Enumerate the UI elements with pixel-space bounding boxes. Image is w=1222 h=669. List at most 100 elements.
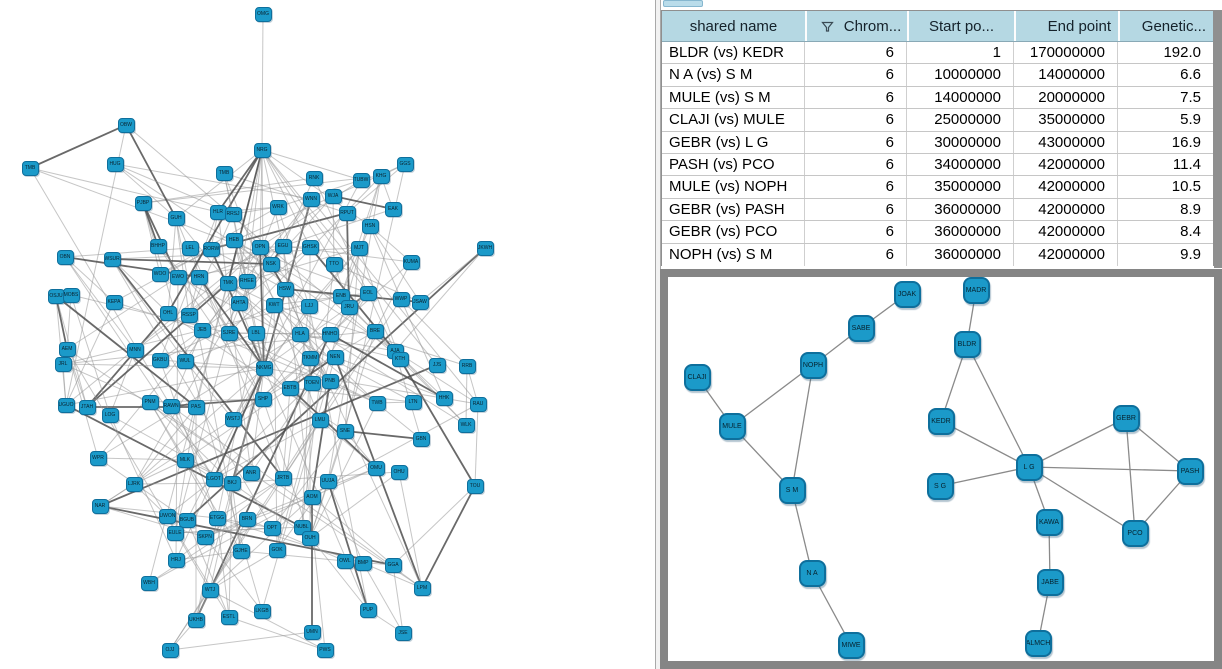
network-node-pco[interactable]: PCO [1121, 519, 1149, 547]
network-node[interactable]: NSK [262, 256, 280, 272]
network-node[interactable]: WOO [151, 266, 169, 282]
network-node[interactable]: OBW [117, 117, 135, 133]
network-node[interactable]: RRB [458, 358, 476, 374]
network-node[interactable]: MJT [350, 240, 368, 256]
network-node[interactable]: TMK [219, 275, 237, 291]
network-canvas-filtered[interactable]: JOAK SABE NOPH CLAJI MULE S M N A MIWE MADR BLDR K… [668, 277, 1214, 661]
network-node[interactable]: RAU [469, 396, 487, 412]
network-node[interactable]: RSSP [180, 307, 198, 323]
network-node[interactable]: AHTA [230, 295, 248, 311]
network-node[interactable]: KHG [372, 168, 390, 184]
filter-icon[interactable] [821, 20, 834, 33]
network-node[interactable]: TMB [215, 165, 233, 181]
network-node[interactable]: TOU [466, 478, 484, 494]
network-node[interactable]: JEB [193, 322, 211, 338]
network-node[interactable]: RHEE [238, 273, 256, 289]
h-scrollbar-thumb[interactable] [663, 0, 703, 7]
column-header-chrom-[interactable]: Chrom... [805, 11, 907, 41]
network-node[interactable]: KUMA [402, 254, 420, 270]
network-node[interactable]: UKHB [187, 612, 205, 628]
network-node[interactable]: MOBS [62, 287, 80, 303]
network-node[interactable]: HSW [276, 281, 294, 297]
network-node[interactable]: RPUT [338, 205, 356, 221]
network-node[interactable]: WPR [89, 450, 107, 466]
network-node[interactable]: LEL [181, 240, 199, 256]
network-node-almch[interactable]: ALMCH [1024, 629, 1052, 657]
network-node[interactable]: UWON [158, 508, 176, 524]
table-row[interactable]: CLAJI (vs) MULE 6 25000000 35000000 5.9 [662, 109, 1213, 132]
network-node-claji[interactable]: CLAJI [683, 363, 711, 391]
network-node[interactable]: GGA [384, 557, 402, 573]
network-node[interactable]: BRE [366, 323, 384, 339]
network-node-kawa[interactable]: KAWA [1035, 508, 1063, 536]
column-header-genetic-[interactable]: Genetic... [1118, 11, 1213, 41]
network-node[interactable]: MNN [126, 342, 144, 358]
network-node[interactable]: OUH [301, 530, 319, 546]
network-node-n-a[interactable]: N A [798, 559, 826, 587]
network-node[interactable]: BGUB [178, 512, 196, 528]
network-node[interactable]: ESTL [220, 609, 238, 625]
network-node[interactable]: HLA [291, 326, 309, 342]
network-node[interactable]: OWL [336, 553, 354, 569]
network-node[interactable]: WJA [324, 188, 342, 204]
network-node[interactable]: OPT [263, 520, 281, 536]
network-node[interactable]: JKWH [476, 240, 494, 256]
network-node-sabe[interactable]: SABE [847, 314, 875, 342]
network-node[interactable]: EGU [274, 238, 292, 254]
network-node-noph[interactable]: NOPH [799, 351, 827, 379]
network-node[interactable]: JJS [428, 357, 446, 373]
network-node[interactable]: UGUO [57, 397, 75, 413]
table-row[interactable]: N A (vs) S M 6 10000000 14000000 6.6 [662, 64, 1213, 87]
network-node[interactable]: WNN [302, 191, 320, 207]
network-node[interactable]: TUBW [352, 172, 370, 188]
network-node[interactable]: HLR [209, 204, 227, 220]
network-node[interactable]: NRG [253, 142, 271, 158]
network-node[interactable]: JRTB [274, 470, 292, 486]
network-node[interactable]: TKMM [301, 350, 319, 366]
network-node[interactable]: WBH [140, 575, 158, 591]
network-node[interactable]: RNK [305, 170, 323, 186]
network-node-pash[interactable]: PASH [1176, 457, 1204, 485]
network-node[interactable]: RRSJ [224, 206, 242, 222]
network-node[interactable]: HRN [190, 269, 208, 285]
network-node[interactable]: WSTJ [224, 411, 242, 427]
network-node[interactable]: PNM [141, 394, 159, 410]
network-node[interactable]: WSUR [103, 251, 121, 267]
network-node-gebr[interactable]: GEBR [1112, 404, 1140, 432]
network-node[interactable]: JSAW [411, 294, 429, 310]
network-node-s-g[interactable]: S G [926, 472, 954, 500]
network-node-jabe[interactable]: JABE [1036, 568, 1064, 596]
table-row[interactable]: MULE (vs) S M 6 14000000 20000000 7.5 [662, 86, 1213, 110]
network-node[interactable]: AOM [303, 489, 321, 505]
table-row[interactable]: BLDR (vs) KEDR 6 1 170000000 192.0 [662, 42, 1213, 65]
network-node-mule[interactable]: MULE [718, 412, 746, 440]
network-node[interactable]: LKGB [253, 603, 271, 619]
network-node-joak[interactable]: JOAK [893, 280, 921, 308]
network-node[interactable]: GGS [396, 156, 414, 172]
network-node[interactable]: HUG [106, 156, 124, 172]
network-node[interactable]: JRL [54, 356, 72, 372]
network-canvas-main[interactable]: OMG NRG NKMG OBW TMB HUG GGS JKWH TOU TMB RNK TUBW K… [0, 0, 655, 669]
network-node[interactable]: SKPN [196, 529, 214, 545]
network-node[interactable]: LOG [101, 407, 119, 423]
network-node[interactable]: OMG [254, 6, 272, 22]
network-node[interactable]: UUJA [319, 473, 337, 489]
network-node[interactable]: PUP [359, 602, 377, 618]
network-node[interactable]: NEN [326, 349, 344, 365]
network-node[interactable]: LTN [404, 394, 422, 410]
network-node[interactable]: KTH [391, 351, 409, 367]
network-node[interactable]: WWP [392, 291, 410, 307]
network-node[interactable]: SJRE [220, 325, 238, 341]
network-node[interactable]: JTAH [78, 399, 96, 415]
network-node[interactable]: HHK [435, 390, 453, 406]
network-node[interactable]: PNB [321, 373, 339, 389]
column-header-start-po-[interactable]: Start po... [907, 11, 1014, 41]
network-node[interactable]: LJJ [300, 298, 318, 314]
table-row[interactable]: NOPH (vs) S M 6 36000000 42000000 9.9 [662, 243, 1213, 266]
network-node-bldr[interactable]: BLDR [953, 330, 981, 358]
network-node[interactable]: OHU [390, 464, 408, 480]
network-node[interactable]: OBN [56, 249, 74, 265]
network-node[interactable]: NAR [91, 498, 109, 514]
network-node[interactable]: GJHE [232, 543, 250, 559]
network-node[interactable]: OJJ [161, 642, 179, 658]
